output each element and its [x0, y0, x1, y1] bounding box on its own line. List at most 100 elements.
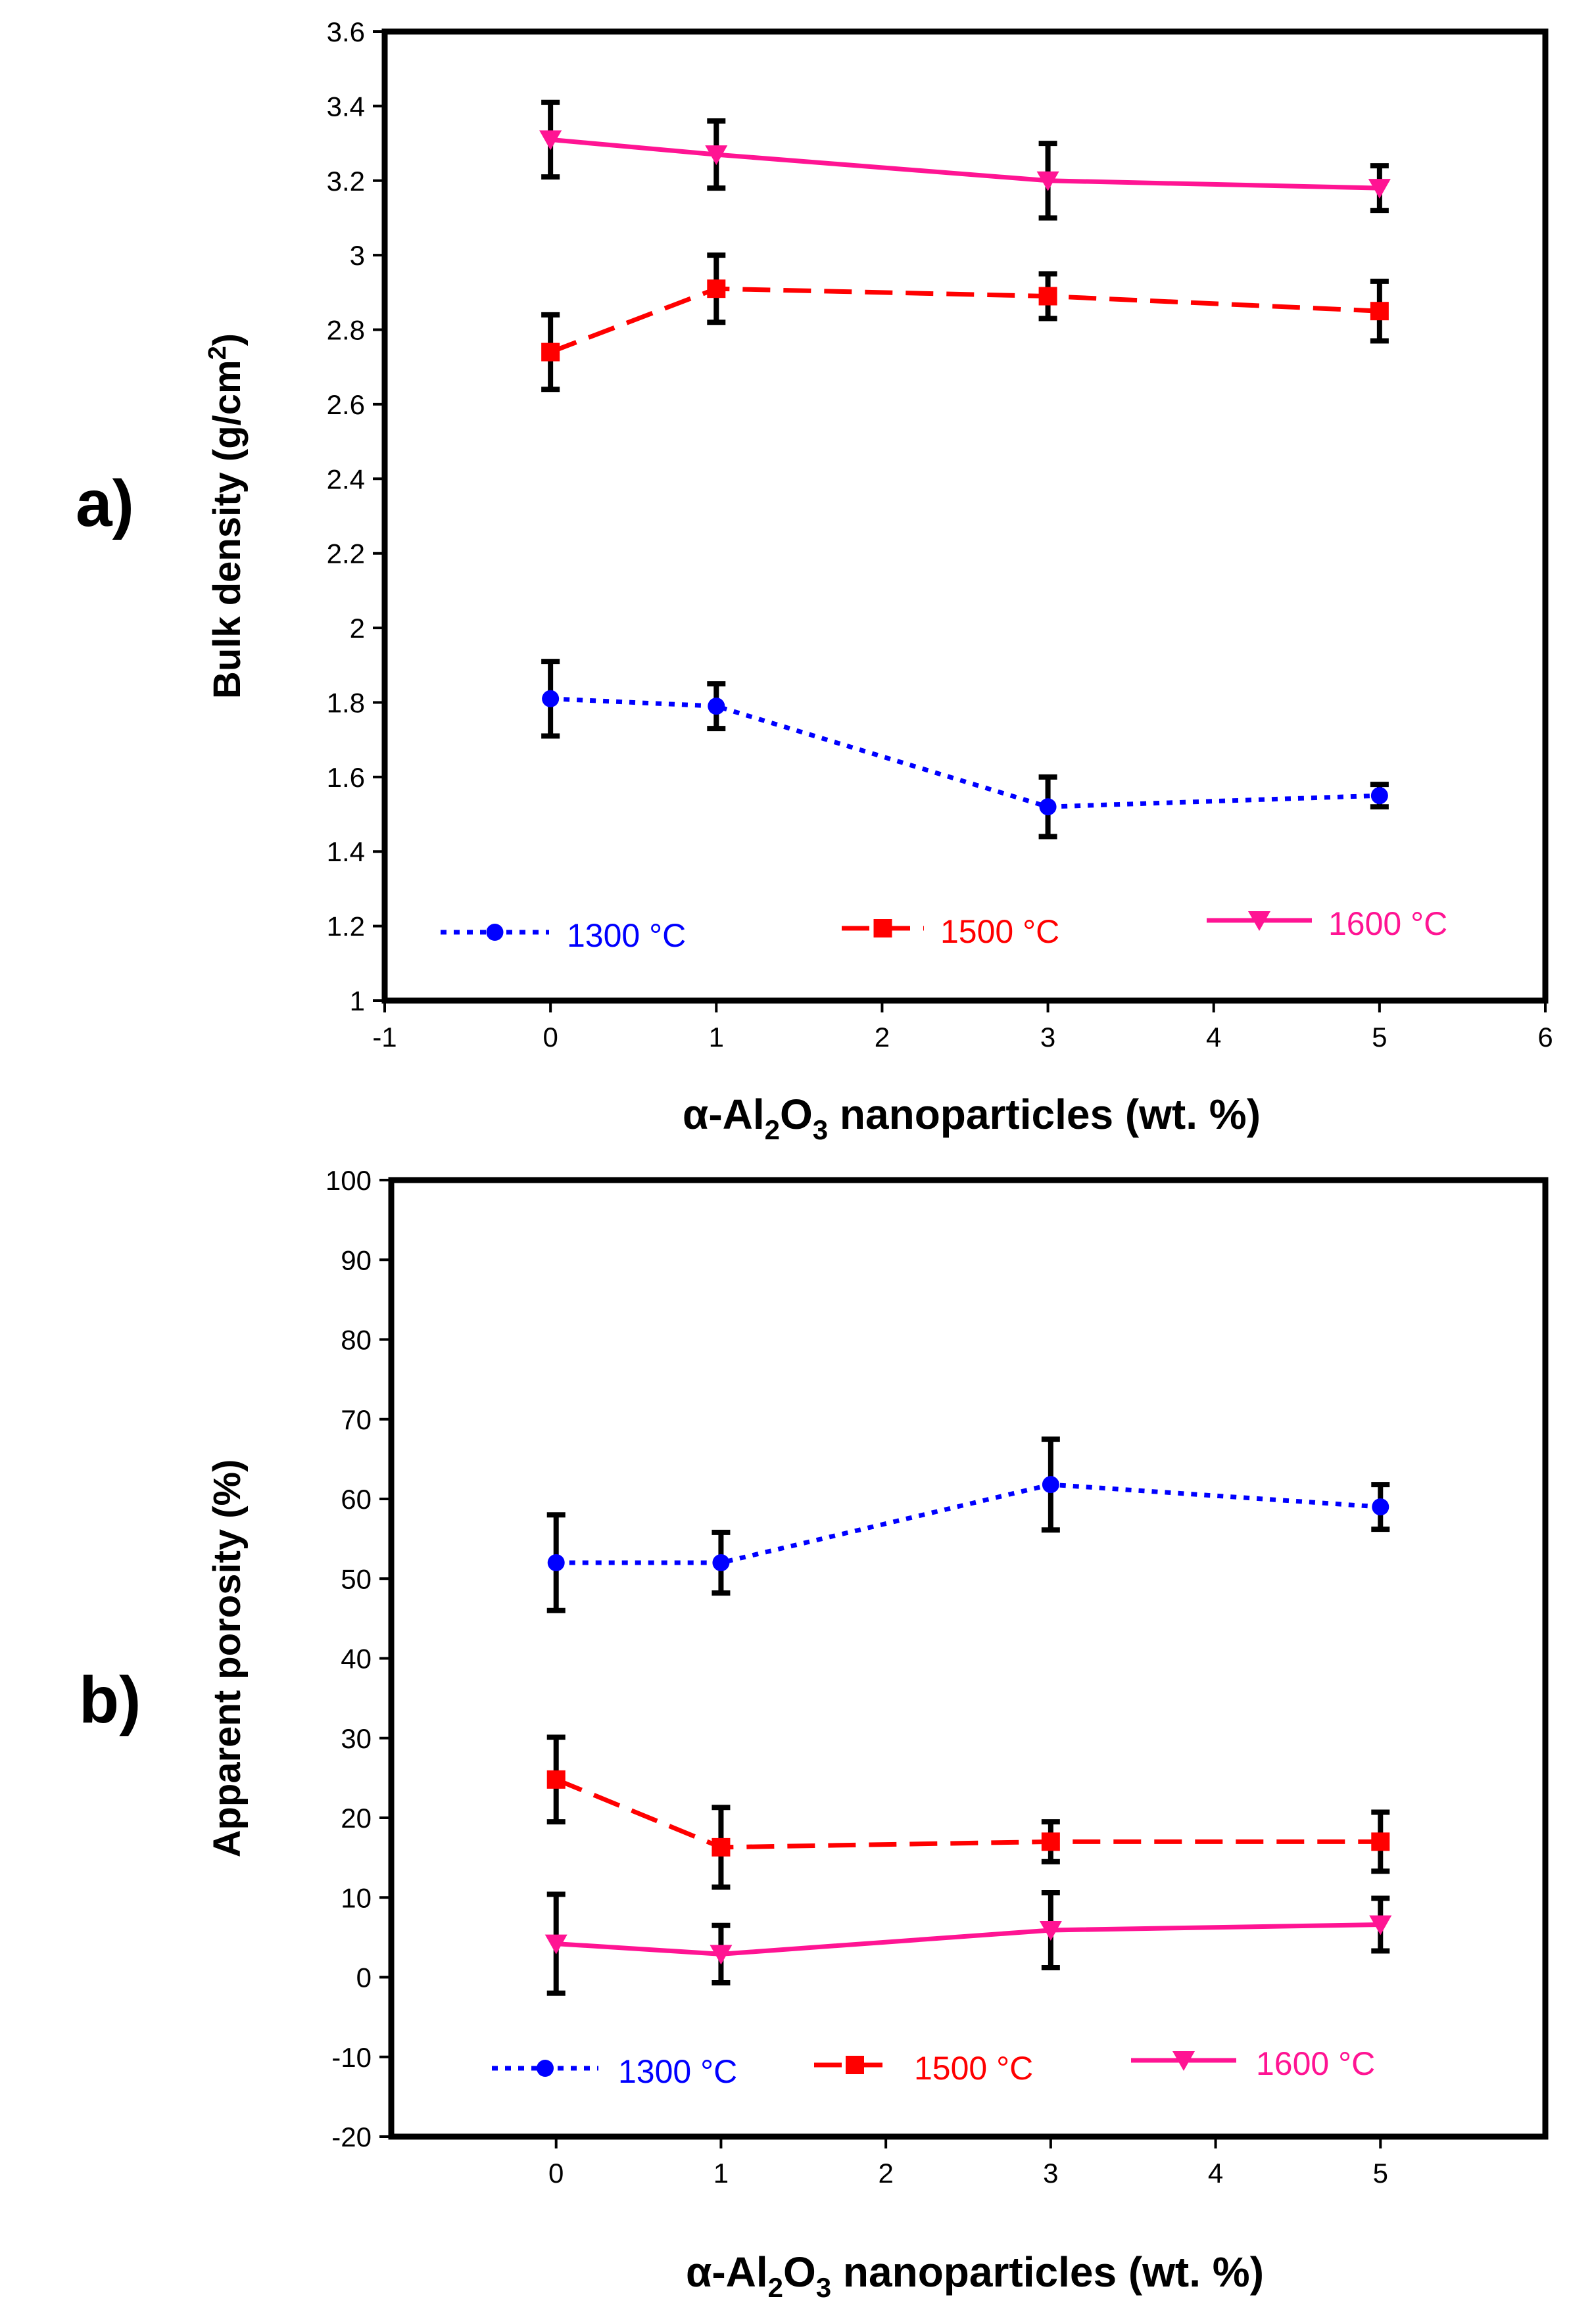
panel-label: b) — [79, 1663, 141, 1737]
y-tick-label: 1.8 — [327, 687, 365, 718]
x-tick-label: 1 — [709, 1022, 724, 1053]
data-point — [542, 690, 560, 707]
data-point — [1036, 171, 1059, 191]
x-axis-label: α-Al2O3 nanoparticles (wt. %) — [686, 2248, 1264, 2303]
legend-entry-1600: 1600 °C — [1207, 905, 1447, 942]
y-tick-label: 1.2 — [327, 911, 365, 942]
y-tick-label: 2.6 — [327, 389, 365, 420]
chart-panel-a: 1 1.2 1.4 1.6 1.8 2 2.2 2.4 2.6 2.8 3 3.2 3.4 3.6 -1 0 1… — [76, 16, 1553, 1145]
data-point — [1038, 287, 1057, 306]
x-tick-label: 0 — [548, 2158, 564, 2189]
plot-frame — [381, 28, 1549, 1004]
series-1500 — [546, 1734, 1390, 1890]
legend-marker — [486, 924, 504, 941]
series-1300 — [541, 659, 1389, 840]
series-line — [550, 696, 1380, 809]
data-point — [546, 1770, 566, 1789]
data-point — [707, 279, 726, 298]
y-tick-label: 20 — [341, 1803, 372, 1834]
series-line — [556, 1922, 1381, 1956]
series-1500 — [541, 252, 1389, 392]
data-point — [1039, 1920, 1062, 1941]
data-point — [541, 343, 560, 362]
series-1600 — [544, 1889, 1392, 1996]
legend-entry-1600: 1600 °C — [1131, 2045, 1375, 2082]
x-tick-label: 4 — [1206, 1022, 1221, 1053]
y-tick-label: 30 — [341, 1723, 372, 1754]
legend-label: 1300 °C — [567, 917, 686, 954]
x-tick-label: 2 — [875, 1022, 890, 1053]
y-tick-label: 2 — [350, 613, 365, 644]
x-tick-label: 3 — [1043, 2158, 1058, 2189]
legend-label: 1300 °C — [618, 2053, 737, 2090]
y-tick-label: 3.6 — [327, 16, 365, 47]
data-point — [1370, 302, 1389, 321]
legend-entry-1300: 1300 °C — [441, 917, 686, 954]
data-point — [712, 1838, 731, 1857]
data-point — [547, 1554, 565, 1571]
x-tick-label: 5 — [1373, 2158, 1388, 2189]
y-tick-label: 3 — [350, 240, 365, 271]
panel-label: a) — [76, 467, 134, 540]
series-line — [555, 1777, 1381, 1850]
y-axis-label: Apparent porosity (%) — [206, 1459, 249, 1858]
y-tick-label: -10 — [331, 2042, 372, 2073]
y-tick-label: 70 — [341, 1404, 372, 1435]
legend-marker — [873, 919, 892, 937]
data-point — [1368, 179, 1391, 199]
data-point — [712, 1554, 730, 1571]
legend-label: 1500 °C — [914, 2050, 1033, 2087]
y-axis-label: Bulk density (g/cm2) — [204, 333, 249, 699]
data-point — [708, 698, 725, 715]
legend-label: 1600 °C — [1328, 905, 1447, 942]
x-tick-label: 3 — [1040, 1022, 1055, 1053]
y-tick-label: 50 — [341, 1563, 372, 1594]
y-tick-label: 1.4 — [327, 836, 365, 867]
x-tick-label: -1 — [372, 1022, 397, 1053]
legend-marker — [1248, 911, 1270, 931]
data-point — [1042, 1476, 1059, 1494]
x-tick-label: 2 — [878, 2158, 893, 2189]
data-point — [1370, 787, 1388, 805]
data-point — [1039, 798, 1057, 816]
x-tick-label: 0 — [543, 1022, 558, 1053]
data-point — [710, 1945, 733, 1965]
legend-marker — [1172, 2051, 1195, 2071]
y-tick-label: 60 — [341, 1484, 372, 1515]
x-tick-label: 4 — [1208, 2158, 1223, 2189]
x-tick-label: 5 — [1372, 1022, 1387, 1053]
y-tick-label: 2.8 — [327, 315, 365, 346]
x-tick-label: 1 — [713, 2158, 729, 2189]
y-tick-label: 0 — [356, 1962, 372, 1993]
y-tick-label: 3.2 — [327, 166, 365, 197]
y-tick-label: 90 — [341, 1245, 372, 1275]
series-line — [556, 1482, 1381, 1565]
series-line — [549, 286, 1380, 354]
legend-label: 1600 °C — [1256, 2045, 1375, 2082]
legend-marker — [537, 2060, 554, 2077]
y-tick-label: 2.2 — [327, 538, 365, 569]
data-point — [1372, 1498, 1389, 1516]
y-tick-label: 2.4 — [327, 463, 365, 494]
y-tick-label: 100 — [326, 1165, 372, 1196]
data-point — [544, 1934, 567, 1955]
chart-panel-b: -20 -10 0 10 20 30 40 50 60 70 80 90 100 0 1 2 3 4 5 α-Al2O… — [79, 1165, 1549, 2303]
legend-label: 1500 °C — [940, 913, 1059, 950]
data-point — [1371, 1832, 1390, 1851]
legend-entry-1500: 1500 °C — [842, 913, 1059, 950]
legend-entry-1300: 1300 °C — [492, 2053, 737, 2090]
y-tick-label: 1.6 — [327, 762, 365, 793]
y-tick-label: 3.4 — [327, 91, 365, 122]
x-tick-label: 6 — [1537, 1022, 1553, 1053]
y-tick-label: 1 — [350, 985, 365, 1016]
series-1600 — [539, 99, 1391, 221]
legend-marker — [846, 2056, 864, 2074]
series-line — [550, 137, 1380, 191]
y-tick-label: 40 — [341, 1644, 372, 1674]
legend-entry-1500: 1500 °C — [814, 2050, 1033, 2087]
y-tick-label: 80 — [341, 1325, 372, 1356]
data-point — [539, 130, 562, 151]
y-tick-label: 10 — [341, 1882, 372, 1913]
data-point — [705, 145, 728, 166]
